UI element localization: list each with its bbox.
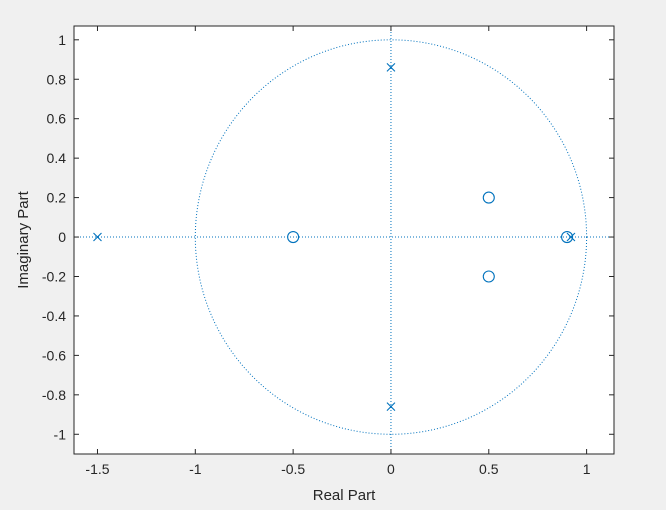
x-tick-label: 1 [583,461,591,477]
y-tick-label: -0.6 [42,347,66,363]
zero-marker [287,230,300,244]
y-tick-label: -0.4 [42,308,66,324]
x-tick-label: 0 [387,461,395,477]
y-tick-label: -0.2 [42,268,66,284]
pole-marker [386,402,396,412]
y-tick-label: 0.4 [47,150,67,166]
zero-marker [482,270,495,283]
pole-marker [386,63,396,72]
axes-background [74,26,614,454]
y-tick-label: 0.6 [47,111,67,127]
ticks: -1.5 -1 -0.5 0 0.5 1 1 0.8 0.6 0.4 0.2 0 -0.2 -0.4 -0.… [42,26,614,477]
zero-marker [482,191,495,204]
zero-marker [560,230,574,244]
y-tick-label: 1 [58,32,66,48]
y-axis-label: Imaginary Part [15,190,32,288]
y-tick-label: -0.8 [42,387,66,403]
x-axis-label: Real Part [313,487,376,504]
reference-lines [74,26,614,454]
unit-circle [194,39,588,435]
x-tick-label: -1 [189,461,202,477]
y-tick-label: 0 [58,229,66,245]
y-tick-label: 0.2 [47,190,67,206]
x-tick-label: -1.5 [85,461,109,477]
data-markers [93,63,576,412]
x-tick-label: -0.5 [281,461,305,477]
y-tick-label: 0.8 [47,71,67,87]
y-tick-label: -1 [54,426,67,442]
axes-box [73,25,615,455]
pole-marker [93,232,102,242]
x-tick-label: 0.5 [479,461,499,477]
pole-marker [566,232,576,242]
